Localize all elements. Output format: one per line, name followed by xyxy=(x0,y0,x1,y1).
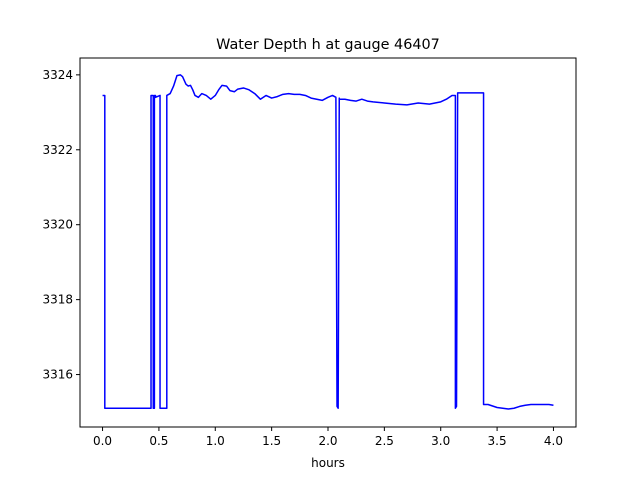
y-tick-label: 3324 xyxy=(42,68,73,82)
x-axis-title: hours xyxy=(311,456,345,470)
x-tick-label: 3.0 xyxy=(431,434,450,448)
axis-ticks: 0.0 0.5 1.0 1.5 2.0 2.5 3.0 3.5 4.0 3316 3318 3320 3… xyxy=(42,68,563,448)
x-tick-label: 3.5 xyxy=(488,434,507,448)
x-tick-label: 1.5 xyxy=(262,434,281,448)
x-tick-label: 0.5 xyxy=(149,434,168,448)
y-tick-label: 3320 xyxy=(42,218,73,232)
x-tick-label: 4.0 xyxy=(544,434,563,448)
series-line-0 xyxy=(102,74,554,410)
chart-title: Water Depth h at gauge 46407 xyxy=(216,37,440,53)
x-tick-label: 1.0 xyxy=(206,434,225,448)
x-tick-label: 0.0 xyxy=(93,434,112,448)
y-tick-label: 3318 xyxy=(42,293,73,307)
x-tick-label: 2.0 xyxy=(318,434,337,448)
x-tick-label: 2.5 xyxy=(375,434,394,448)
y-tick-label: 3322 xyxy=(42,143,73,157)
y-tick-label: 3316 xyxy=(42,368,73,382)
